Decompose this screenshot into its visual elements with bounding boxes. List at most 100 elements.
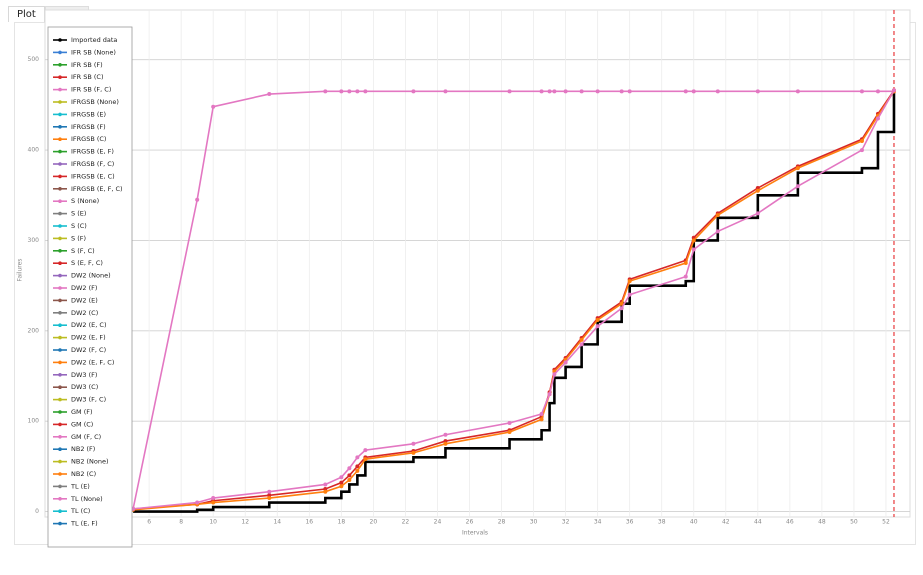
- legend-entry: DW2 (E, F, C): [71, 358, 114, 366]
- y-tick-label: 0: [35, 508, 39, 515]
- x-tick-label: 44: [754, 519, 762, 526]
- legend-dot: [58, 125, 62, 129]
- step-line: [133, 91, 896, 513]
- point: [539, 411, 544, 416]
- x-tick-label: 38: [658, 519, 666, 526]
- legend-entry: DW2 (E, C): [71, 321, 106, 329]
- legend-entry: S (F, C): [71, 247, 95, 255]
- point: [507, 430, 512, 435]
- legend-dot: [58, 397, 62, 402]
- point: [755, 211, 760, 216]
- point: [347, 89, 352, 94]
- point: [683, 274, 688, 279]
- x-tick-label: 14: [273, 519, 281, 526]
- legend-entry: NB2 (None): [71, 458, 109, 466]
- legend-entry: IFR SB (None): [71, 48, 116, 56]
- legend-dot: [58, 385, 62, 390]
- legend-entry: IFR SB (F): [71, 61, 103, 69]
- point: [563, 360, 568, 365]
- legend-dot: [58, 199, 62, 203]
- point: [339, 475, 344, 480]
- point: [875, 116, 880, 121]
- point: [195, 500, 200, 505]
- legend-dot: [58, 472, 62, 476]
- legend-entry: IFR SB (C): [71, 73, 104, 81]
- legend-dot: [58, 298, 62, 303]
- point: [579, 337, 584, 342]
- point: [363, 89, 368, 94]
- legend-entry: DW3 (F, C): [71, 396, 106, 404]
- point: [595, 317, 600, 322]
- point: [891, 88, 896, 93]
- y-tick-label: 500: [28, 56, 40, 63]
- x-tick-label: 50: [850, 519, 858, 526]
- legend-dot: [58, 348, 62, 352]
- point: [323, 89, 328, 94]
- point: [539, 89, 544, 94]
- legend-dot: [58, 410, 62, 414]
- point: [507, 89, 512, 94]
- x-tick-label: 10: [209, 519, 217, 526]
- point: [552, 372, 557, 377]
- point: [595, 89, 600, 94]
- x-tick-label: 42: [722, 519, 730, 526]
- point: [211, 496, 216, 501]
- point: [875, 89, 880, 94]
- plot-tab[interactable]: Plot: [8, 6, 45, 22]
- point: [552, 89, 557, 94]
- point: [355, 89, 360, 94]
- point: [347, 466, 352, 471]
- legend-entry: DW3 (F): [71, 371, 97, 379]
- legend-entry: IFRGSB (E, C): [71, 172, 115, 180]
- legend-dot: [58, 261, 62, 266]
- point: [795, 166, 800, 171]
- point: [683, 89, 688, 94]
- point: [339, 484, 344, 489]
- point: [267, 489, 272, 494]
- legend-dot: [58, 38, 62, 42]
- legend-dot: [58, 112, 62, 117]
- point: [715, 229, 720, 234]
- x-tick-label: 24: [434, 519, 442, 526]
- legend-entry: IFRGSB (None): [71, 98, 119, 106]
- point: [347, 477, 352, 482]
- legend-dot: [58, 335, 62, 340]
- legend-dot: [58, 187, 62, 191]
- legend-entry: TL (C): [70, 507, 90, 515]
- legend-dot: [58, 521, 62, 526]
- legend-dot: [58, 63, 62, 67]
- point: [507, 421, 512, 426]
- point: [443, 441, 448, 446]
- point: [363, 448, 368, 453]
- legend-entry: IFRGSB (F): [71, 123, 106, 131]
- point: [339, 480, 344, 485]
- point: [627, 292, 632, 297]
- legend-dot: [58, 286, 62, 290]
- point: [355, 468, 360, 473]
- x-tick-label: 32: [562, 519, 570, 526]
- legend: Imported data IFR SB (None) IFR SB (F) IFR …: [53, 36, 123, 528]
- point: [691, 89, 696, 94]
- legend-entry: DW2 (C): [71, 309, 98, 317]
- legend-dot: [58, 447, 62, 452]
- point: [595, 324, 600, 329]
- point: [443, 89, 448, 94]
- x-tick-label: 20: [370, 519, 378, 526]
- legend-dot: [58, 273, 62, 278]
- legend-dot: [58, 50, 62, 55]
- legend-entry: TL (None): [70, 495, 103, 503]
- plot-area: [44, 9, 911, 518]
- point: [691, 238, 696, 243]
- legend-dot: [58, 373, 62, 377]
- legend-entry: S (C): [71, 222, 87, 230]
- point: [755, 89, 760, 94]
- legend-entry: DW2 (None): [71, 272, 111, 280]
- legend-dot: [58, 236, 62, 241]
- legend-dot: [58, 509, 62, 513]
- legend-entry: Imported data: [71, 36, 117, 44]
- x-tick-label: 22: [402, 519, 410, 526]
- x-tick-label: 6: [147, 519, 151, 526]
- point: [211, 104, 216, 109]
- x-tick-label: 40: [690, 519, 698, 526]
